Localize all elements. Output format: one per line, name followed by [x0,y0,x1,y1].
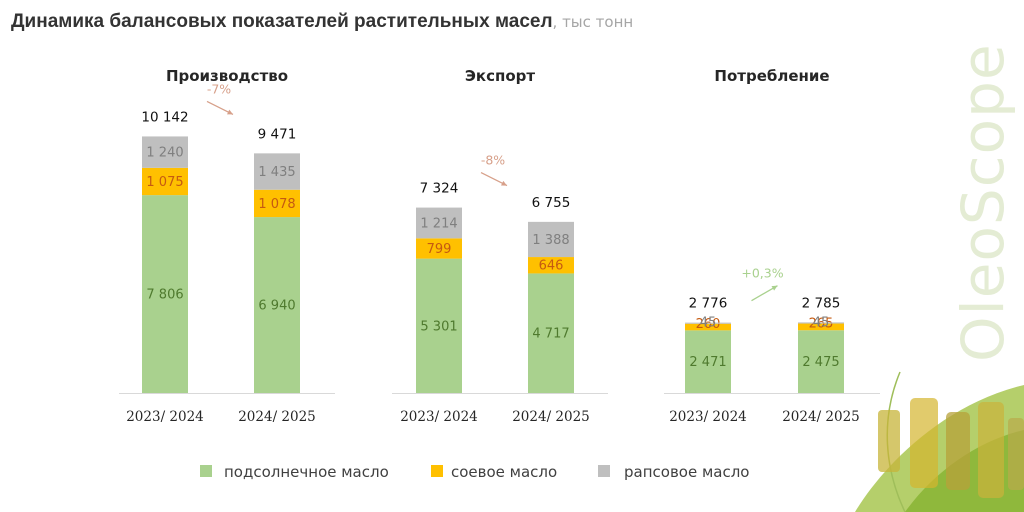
segment-label-soy: 1 078 [258,197,295,212]
decor-bottle [1008,418,1024,490]
bar-segment-soy [685,323,731,331]
legend-label: рапсовое масло [624,463,749,481]
decor-bottle [910,398,938,488]
legend-item-soy: соевое масло [431,463,557,481]
decor-bottle [978,402,1004,498]
panel-title: Производство [166,67,288,85]
segment-label-rapeseed: 1 388 [532,233,569,248]
segment-label-soy: 799 [427,242,452,257]
bar-segment-rapeseed [254,153,300,190]
total-label: 2 785 [802,295,841,311]
bar-segment-sunflower [254,217,300,393]
change-arrow [206,100,234,116]
decor-bottle [878,410,900,472]
bar-segment-rapeseed [685,322,731,324]
bar-segment-soy [416,238,462,259]
chart-title: Динамика балансовых показателей растител… [11,11,633,33]
total-label: 7 324 [420,181,459,197]
segment-label-sunflower: 4 717 [532,327,569,342]
chart-panel: Производство 7 806 1 075 1 240 10 142 2023/ 2… [119,67,335,425]
bar-segment-soy [254,189,300,218]
decoration: OleoScope [855,43,1024,512]
bar-segment-sunflower [528,273,574,393]
chart-title-unit: , тыс тонн [552,13,634,31]
segment-label-rapeseed: 45 [813,315,830,330]
x-tick-label: 2023/ 2024 [126,409,204,425]
legend-swatch [200,465,212,477]
total-label: 6 755 [532,195,571,211]
segment-label-sunflower: 7 806 [146,288,183,303]
bar-segment-sunflower [685,330,731,393]
change-arrow [480,172,508,187]
segment-label-rapeseed: 1 240 [146,146,183,161]
change-label: -7% [207,81,231,96]
bar-segment-rapeseed [798,322,844,324]
legend-label: соевое масло [451,463,557,481]
segment-label-soy: 646 [539,259,564,274]
legend: подсолнечное масло соевое масло рапсовое м… [200,463,749,481]
bar-segment-rapeseed [528,221,574,258]
legend-item-sunflower: подсолнечное масло [200,463,389,481]
legend-swatch [598,465,610,477]
panel-title: Потребление [714,67,829,85]
segment-label-soy: 260 [696,317,721,332]
panel-title: Экспорт [465,67,535,85]
x-tick-label: 2023/ 2024 [669,409,747,425]
legend-swatch [431,465,443,477]
change-arrow [751,285,778,302]
segment-label-sunflower: 5 301 [420,319,457,334]
chart-title-main: Динамика балансовых показателей растител… [11,11,553,32]
bar-segment-rapeseed [142,136,188,168]
change-label: +0,3% [741,266,783,281]
legend-item-rapeseed: рапсовое масло [598,463,749,481]
bar-segment-soy [528,257,574,274]
bar-segment-soy [798,323,844,331]
decor-bottle [946,412,970,490]
x-tick-label: 2024/ 2025 [512,409,590,425]
x-tick-label: 2023/ 2024 [400,409,478,425]
segment-label-soy: 1 075 [146,175,183,190]
legend-label: подсолнечное масло [224,463,389,481]
brand-watermark: OleoScope [949,43,1017,362]
x-tick-label: 2024/ 2025 [238,409,316,425]
segment-label-soy: 265 [809,317,834,332]
charts: Производство 7 806 1 075 1 240 10 142 2023/ 2… [119,67,880,425]
segment-label-sunflower: 6 940 [258,299,295,314]
bar-segment-rapeseed [416,207,462,239]
segment-label-rapeseed: 45 [700,316,717,331]
total-label: 10 142 [141,109,188,125]
change-label: -8% [481,153,505,168]
total-label: 2 776 [689,296,728,312]
segment-label-rapeseed: 1 435 [258,165,295,180]
segment-label-rapeseed: 1 214 [420,216,457,231]
chart-panel: Экспорт 5 301 799 1 214 7 324 2023/ 2024 4 717… [392,67,608,425]
bar-segment-soy [142,167,188,196]
x-tick-label: 2024/ 2025 [782,409,860,425]
segment-label-sunflower: 2 471 [689,355,726,370]
total-label: 9 471 [258,126,297,142]
bar-segment-sunflower [416,258,462,393]
segment-label-sunflower: 2 475 [802,355,839,370]
bar-segment-sunflower [798,330,844,393]
bar-segment-sunflower [142,195,188,393]
